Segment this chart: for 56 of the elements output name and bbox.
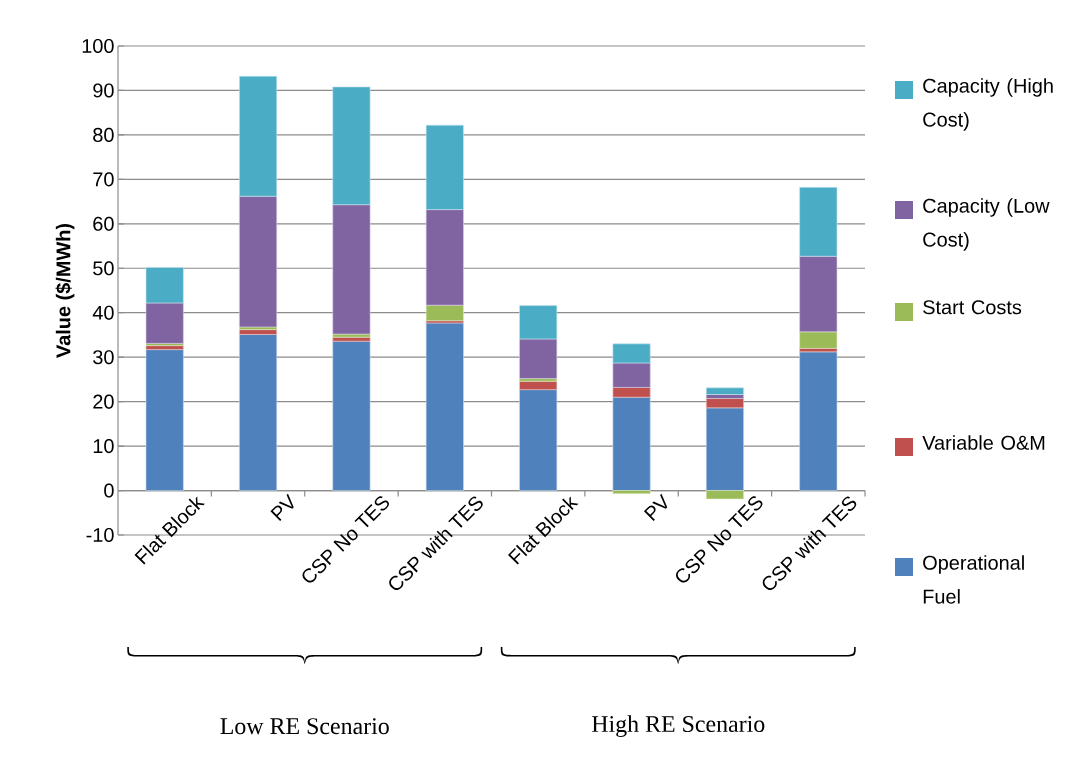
bar bbox=[705, 387, 744, 395]
y-tick-label: 90 bbox=[93, 83, 114, 98]
y-tick-label: 80 bbox=[93, 127, 114, 142]
bar bbox=[425, 304, 464, 322]
bar bbox=[332, 204, 371, 335]
legend-label: Capacity (Low Cost) bbox=[923, 198, 1050, 251]
bar bbox=[519, 380, 558, 390]
bar bbox=[332, 86, 371, 205]
bar bbox=[332, 340, 371, 491]
bar bbox=[705, 407, 744, 491]
bar bbox=[519, 305, 558, 340]
bar bbox=[612, 387, 651, 398]
y-tick-label: 70 bbox=[93, 172, 114, 187]
bar bbox=[425, 124, 464, 210]
bar bbox=[425, 322, 464, 491]
y-tick-label: 30 bbox=[93, 350, 114, 365]
bar bbox=[145, 345, 184, 350]
text: High RE Scenario bbox=[591, 715, 765, 738]
bar bbox=[799, 331, 838, 349]
y-tick-label: 100 bbox=[82, 38, 114, 54]
bar bbox=[145, 302, 184, 344]
y-tick-label: 60 bbox=[93, 216, 114, 231]
x-tick-label: PV bbox=[643, 493, 668, 521]
bar bbox=[705, 398, 744, 409]
bar bbox=[425, 320, 464, 324]
bar bbox=[799, 187, 838, 257]
x-tick-label: PV bbox=[270, 493, 294, 521]
bar bbox=[239, 334, 278, 491]
bar bbox=[145, 349, 184, 491]
y-tick-label: 0 bbox=[104, 483, 114, 498]
bar bbox=[239, 195, 278, 328]
bar bbox=[612, 396, 651, 491]
text: Low RE Scenario bbox=[220, 718, 389, 735]
bar bbox=[239, 75, 278, 197]
legend-label: Variable O&M bbox=[922, 435, 1045, 450]
bar bbox=[519, 338, 558, 379]
bar bbox=[612, 362, 651, 388]
bar bbox=[332, 336, 371, 342]
bar bbox=[519, 378, 558, 382]
bar bbox=[799, 255, 838, 333]
y-tick-label: -10 bbox=[86, 527, 114, 543]
bar bbox=[519, 389, 558, 491]
y-axis-title: Value ($/MWh) bbox=[55, 223, 75, 358]
legend-label: Start Costs bbox=[923, 300, 1022, 315]
y-tick-label: 50 bbox=[93, 261, 114, 276]
bar bbox=[239, 329, 278, 335]
legend-label: Capacity (High Cost) bbox=[923, 78, 1053, 131]
bar bbox=[612, 490, 651, 494]
bar bbox=[145, 267, 184, 304]
legend-label: Operational Fuel bbox=[923, 555, 1024, 604]
bar bbox=[799, 351, 838, 491]
y-tick-label: 40 bbox=[92, 305, 114, 320]
bar bbox=[425, 209, 464, 306]
y-tick-label: 10 bbox=[93, 439, 114, 454]
bar bbox=[612, 343, 651, 364]
y-tick-label: 20 bbox=[93, 394, 114, 409]
